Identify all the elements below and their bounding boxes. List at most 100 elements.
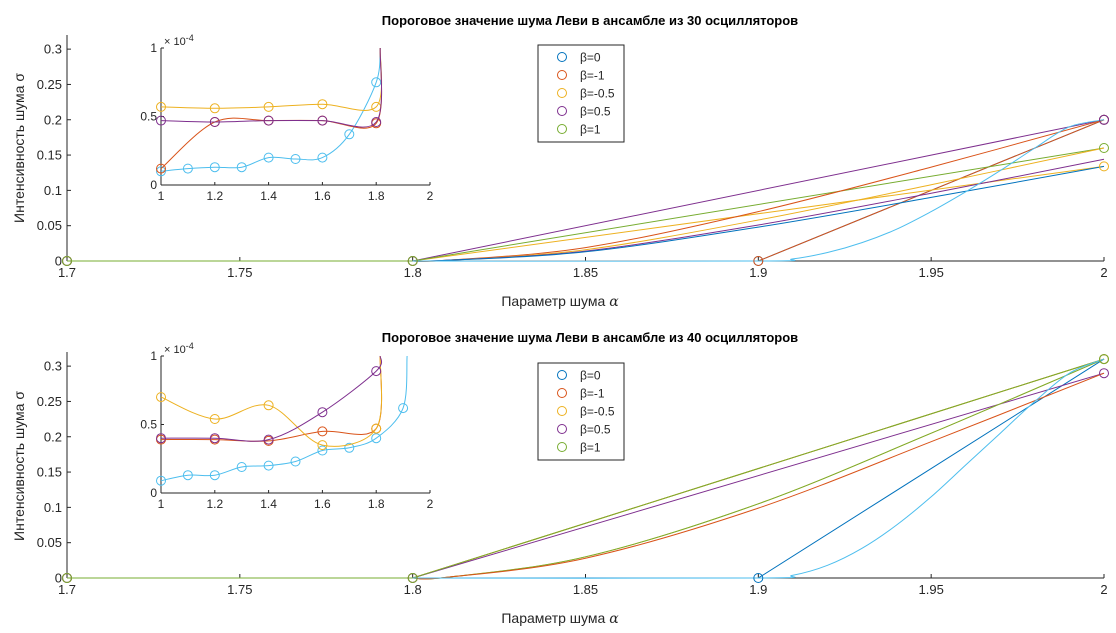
y-axis-label: Интенсивность шума σ xyxy=(11,73,27,223)
x-tick-label: 1.8 xyxy=(404,582,422,597)
legend-entry: β=-1 xyxy=(580,69,605,83)
inset-marker xyxy=(317,440,328,451)
inset-marker xyxy=(236,162,247,173)
inset-marker xyxy=(182,163,193,174)
data-marker xyxy=(62,256,72,266)
inset-marker xyxy=(263,400,274,411)
inset-marker xyxy=(371,117,382,127)
data-marker xyxy=(1099,114,1109,125)
x-tick-label: 1.85 xyxy=(573,265,598,280)
data-marker xyxy=(753,256,764,266)
legend-marker xyxy=(557,88,567,98)
inset-x-tick-label: 1.4 xyxy=(260,497,277,511)
inset-marker xyxy=(317,426,328,437)
inset-marker xyxy=(317,407,328,418)
inset-marker xyxy=(317,115,328,126)
x-axis-label: Параметр шума α xyxy=(501,293,619,310)
inset-marker xyxy=(263,152,274,163)
panel-top: Пороговое значение шума Леви в ансамбле … xyxy=(11,13,1109,310)
y-tick-label: 0 xyxy=(55,254,62,269)
inset-exponent-label: × 10-4 xyxy=(164,33,194,48)
series-curve xyxy=(412,372,1105,580)
inset-marker xyxy=(156,433,166,444)
y-tick-label: 0.1 xyxy=(44,500,62,515)
legend-entry: β=1 xyxy=(580,123,601,137)
data-marker xyxy=(62,573,72,583)
y-tick-label: 0.3 xyxy=(44,42,62,57)
y-tick-label: 0.3 xyxy=(44,359,62,374)
x-tick-label: 2 xyxy=(1100,265,1107,280)
inset-marker xyxy=(398,403,409,414)
data-marker xyxy=(753,573,764,583)
x-tick-label: 1.9 xyxy=(749,265,767,280)
legend-marker xyxy=(557,70,567,80)
legend-entry: β=0.5 xyxy=(580,105,611,119)
data-marker xyxy=(407,256,418,266)
inset-marker xyxy=(209,117,220,127)
inset-y-tick-label: 0.5 xyxy=(140,110,157,124)
y-tick-label: 0 xyxy=(55,571,62,586)
inset-marker xyxy=(156,101,166,112)
inset-marker xyxy=(182,470,193,481)
y-tick-label: 0.05 xyxy=(37,535,62,550)
inset-x-tick-label: 1.8 xyxy=(368,497,385,511)
legend-entry: β=0 xyxy=(580,51,601,65)
inset-exponent: -4 xyxy=(186,33,194,43)
inset-exponent: -4 xyxy=(186,341,194,351)
inset-marker xyxy=(371,77,382,88)
inset-y-tick-label: 0 xyxy=(150,178,157,192)
chart-title: Пороговое значение шума Леви в ансамбле … xyxy=(382,330,798,345)
inset-curve xyxy=(160,355,383,442)
inset-marker xyxy=(371,433,382,444)
legend-entry: β=-1 xyxy=(580,387,605,401)
inset-exponent-label: × 10-4 xyxy=(164,341,194,356)
inset-x-tick-label: 1 xyxy=(158,497,165,511)
x-tick-label: 1.85 xyxy=(573,582,598,597)
data-marker xyxy=(1099,368,1109,379)
inset-marker xyxy=(263,434,274,445)
legend-marker xyxy=(557,424,567,434)
inset-marker xyxy=(156,163,166,174)
inset-marker xyxy=(317,99,328,110)
inset-y-tick-label: 0.5 xyxy=(140,418,157,432)
x-tick-label: 1.7 xyxy=(58,265,76,280)
inset-marker xyxy=(263,101,274,112)
legend-entry: β=-0.5 xyxy=(580,87,615,101)
series-curve xyxy=(412,165,1105,262)
inset-marker xyxy=(263,460,274,471)
inset-y-tick-label: 1 xyxy=(150,349,157,363)
inset-marker xyxy=(344,129,355,140)
legend: β=0 β=-1 β=-0.5 β=0.5 β=1 xyxy=(537,362,625,461)
data-marker xyxy=(1099,354,1109,365)
data-marker xyxy=(407,573,418,583)
x-tick-label: 1.95 xyxy=(919,265,944,280)
x-tick-label: 1.7 xyxy=(58,582,76,597)
inset-x-tick-label: 1.4 xyxy=(260,189,277,203)
legend-marker xyxy=(557,106,567,116)
inset-marker xyxy=(290,456,301,467)
legend-entry: β=-0.5 xyxy=(580,405,615,419)
x-tick-label: 1.9 xyxy=(749,582,767,597)
y-tick-label: 0.1 xyxy=(44,183,62,198)
inset: 1 1.2 1.4 1.6 1.8 2 0 0.5 1 × 10-4 xyxy=(140,33,433,203)
inset-x-tick-label: 1.2 xyxy=(206,497,223,511)
x-tick-label: 1.8 xyxy=(404,265,422,280)
legend-marker xyxy=(557,370,567,380)
inset-background xyxy=(161,48,430,185)
y-tick-label: 0.15 xyxy=(37,465,62,480)
inset-x-tick-label: 1 xyxy=(158,189,165,203)
x-tick-label: 1.75 xyxy=(227,582,252,597)
inset-x-tick-label: 1.6 xyxy=(314,497,331,511)
legend-marker xyxy=(557,442,567,452)
inset-marker xyxy=(209,433,220,444)
inset-curve xyxy=(160,355,383,447)
y-axis-label: Интенсивность шума σ xyxy=(11,391,27,541)
y-tick-label: 0.25 xyxy=(37,394,62,409)
inset-x-tick-label: 2 xyxy=(427,497,434,511)
x-axis-label: Параметр шума α xyxy=(501,610,619,627)
chart-title: Пороговое значение шума Леви в ансамбле … xyxy=(382,13,798,28)
legend-box xyxy=(537,44,625,143)
inset-curve xyxy=(160,47,381,172)
legend-marker xyxy=(557,124,567,134)
y-tick-label: 0.2 xyxy=(44,112,62,127)
